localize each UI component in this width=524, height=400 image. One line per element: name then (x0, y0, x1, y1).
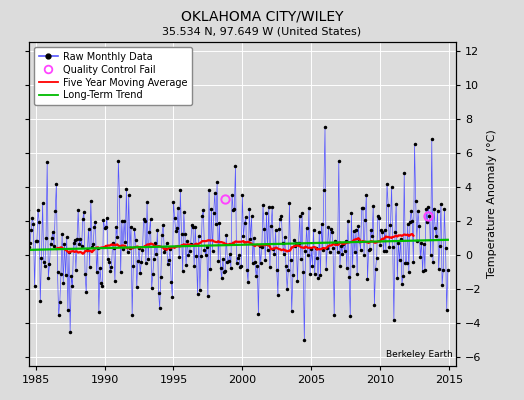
Y-axis label: Temperature Anomaly (°C): Temperature Anomaly (°C) (487, 130, 497, 278)
Text: 35.534 N, 97.649 W (United States): 35.534 N, 97.649 W (United States) (162, 26, 362, 36)
Text: Berkeley Earth: Berkeley Earth (386, 350, 453, 359)
Legend: Raw Monthly Data, Quality Control Fail, Five Year Moving Average, Long-Term Tren: Raw Monthly Data, Quality Control Fail, … (34, 47, 192, 105)
Text: OKLAHOMA CITY/WILEY: OKLAHOMA CITY/WILEY (181, 10, 343, 24)
